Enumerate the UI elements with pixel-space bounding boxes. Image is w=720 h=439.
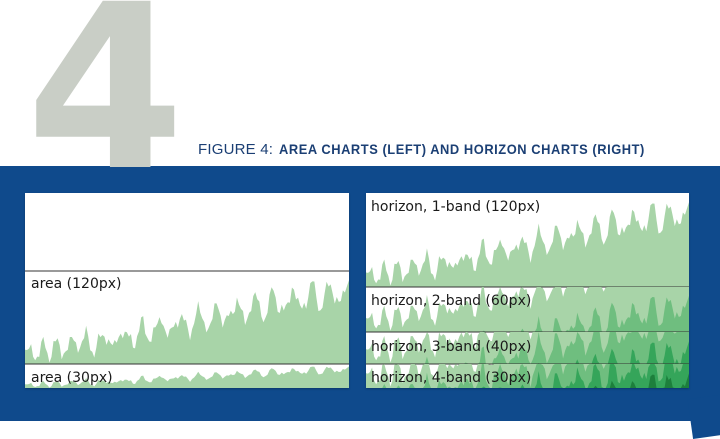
area-120-area-band-1 — [25, 280, 349, 364]
figure-label: FIGURE 4: — [198, 141, 274, 158]
horizon-2-band-label: horizon, 2-band (60px) — [371, 293, 531, 309]
horizon-3-band-label: horizon, 3-band (40px) — [371, 339, 531, 355]
area-30-chart — [25, 366, 349, 388]
horizon-charts-panel: horizon, 1-band (120px) horizon, 2-band … — [366, 193, 689, 388]
horizon-3-band-2 — [366, 332, 689, 364]
area-30-area-band-1 — [25, 366, 349, 388]
area-120-label: area (120px) — [31, 276, 122, 292]
horizon-2-band-2 — [366, 295, 689, 332]
horizon-2-band-chart — [366, 287, 689, 332]
figure-title: FIGURE 4: AREA CHARTS (LEFT) AND HORIZON … — [198, 141, 677, 158]
horizon-4-band-label: horizon, 4-band (30px) — [371, 370, 531, 386]
area-charts-panel: area (120px) area (30px) — [25, 193, 349, 388]
horizon-charts-svg: horizon, 1-band (120px) horizon, 2-band … — [366, 199, 689, 388]
horizon-2-band-1 — [366, 287, 689, 332]
figure-caption: AREA CHARTS (LEFT) AND HORIZON CHARTS (R… — [279, 141, 646, 157]
horizon-4-band-chart — [366, 364, 689, 388]
horizon-1-band-1 — [366, 202, 689, 287]
horizon-1-band-chart — [366, 202, 689, 287]
figure-number: 4 — [26, 0, 185, 221]
blue-band-corner — [687, 391, 720, 439]
area-30-label: area (30px) — [31, 370, 113, 386]
horizon-3-band-chart — [366, 332, 689, 364]
horizon-4-band-3 — [366, 364, 689, 388]
area-charts-svg: area (120px) area (30px) — [25, 270, 349, 388]
horizon-1-band-label: horizon, 1-band (120px) — [371, 199, 540, 215]
area-120-chart — [25, 280, 349, 364]
horizon-3-band-3 — [366, 341, 689, 364]
